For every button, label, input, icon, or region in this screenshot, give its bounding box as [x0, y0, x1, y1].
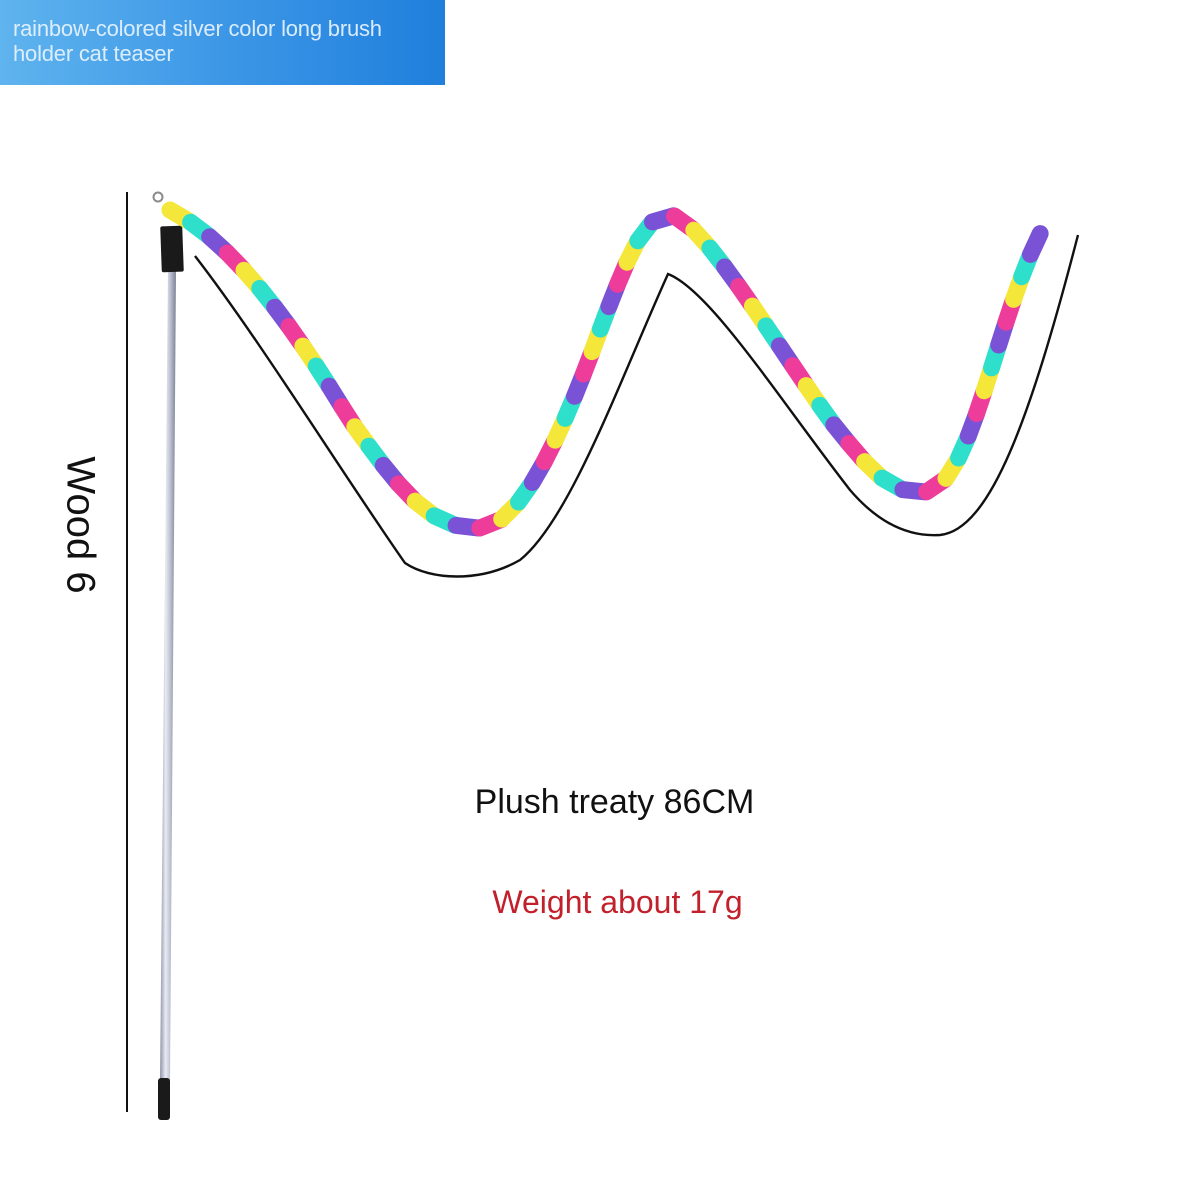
rainbow-plush-string-icon: [161, 201, 1049, 537]
wood-label: Wood 6: [58, 456, 103, 594]
weight-label: Weight about 17g: [492, 884, 743, 920]
length-guide-line: [194, 234, 1080, 578]
silver-rod-icon: [152, 191, 184, 1120]
length-label: Plush treaty 86CM: [474, 783, 755, 821]
title-banner: rainbow-colored silver color long brush …: [0, 0, 445, 85]
plush-segment: [1021, 225, 1049, 263]
product-title: rainbow-colored silver color long brush …: [13, 16, 382, 66]
